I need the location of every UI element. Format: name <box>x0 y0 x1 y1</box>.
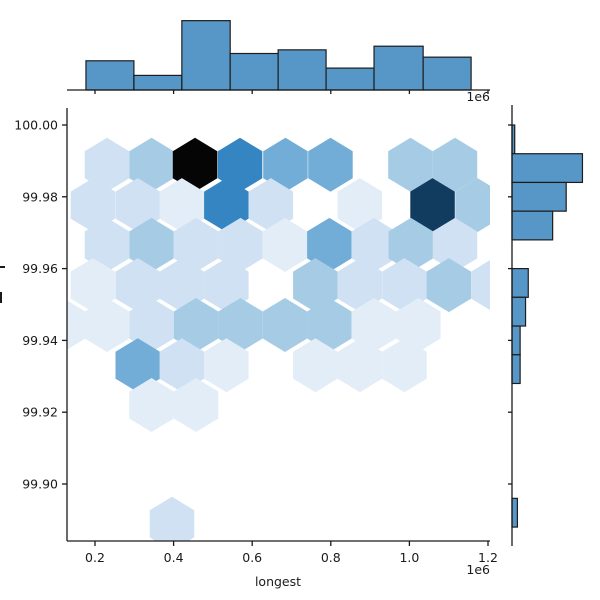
top-hist-bar <box>181 20 231 91</box>
hexbin-cell <box>307 217 352 272</box>
hexbin-cell <box>410 178 455 233</box>
x-tick-label: 0.6 <box>242 550 262 565</box>
top-hist-bar <box>325 67 375 91</box>
hexbin-cell <box>173 378 219 432</box>
top-hist-bar <box>422 56 472 91</box>
right-hist-bar <box>511 268 529 298</box>
hexbin-cell <box>115 178 160 233</box>
hexbin-cell <box>204 178 249 233</box>
hexbin-cell <box>115 338 160 393</box>
x-axis-label: longest <box>255 574 301 589</box>
hexbin-layer <box>67 137 490 541</box>
hexbin-cell <box>307 298 352 352</box>
right-hist-bar <box>511 296 527 327</box>
x-tick-label: 0.8 <box>321 550 341 565</box>
x-tick-label: 0.4 <box>164 550 184 565</box>
hexbin-cell <box>67 300 86 350</box>
y-tick-label: 99.90 <box>22 477 58 492</box>
top-marginal-offset-label: 1e6 <box>466 89 490 104</box>
hexbin-cell <box>471 260 490 311</box>
top-marginal-histogram <box>67 20 490 94</box>
hexbin-cell <box>382 258 427 313</box>
hexbin-cell <box>388 137 433 192</box>
hexbin-cell <box>70 258 116 313</box>
x-axis-offset-label: 1e6 <box>466 562 490 577</box>
hexbin-cell <box>129 217 174 272</box>
hexbin-cell <box>262 217 308 272</box>
hexbin-cell <box>293 338 338 393</box>
x-tick-label: 1.2 <box>478 550 498 565</box>
hexbin-cell <box>455 178 490 233</box>
hexbin-cell <box>432 137 478 192</box>
right-hist-bar <box>511 354 521 385</box>
y-tick-label: 99.94 <box>22 333 58 348</box>
hexbin-cell <box>159 178 205 233</box>
y-tick-label: 100.00 <box>14 118 58 133</box>
top-hist-bar <box>85 60 135 91</box>
top-hist-bar <box>133 74 183 91</box>
right-hist-bar <box>511 181 567 212</box>
hexbin-cell <box>173 298 219 352</box>
hexbin-cell <box>351 217 397 272</box>
hexbin-cell <box>129 298 174 352</box>
hexbin-cell <box>115 258 160 313</box>
hexbin-cell <box>262 298 308 352</box>
hexbin-cell <box>382 338 427 393</box>
x-tick-label: 0.2 <box>85 550 105 565</box>
top-hist-bar <box>229 52 279 91</box>
y-tick-label: 99.96 <box>22 261 58 276</box>
right-hist-bar <box>511 210 554 241</box>
right-marginal-histogram <box>508 105 584 546</box>
hexbin-cell <box>217 137 263 192</box>
hexbin-cell <box>426 258 472 313</box>
y-tick-label: 99.92 <box>22 405 58 420</box>
hexbin-cell <box>388 217 434 272</box>
right-hist-bar <box>511 497 519 528</box>
hexbin-cell <box>308 137 353 192</box>
hexbin-cell <box>337 258 383 313</box>
hexbin-cell <box>129 378 174 432</box>
hexbin-cell <box>337 338 383 393</box>
hexbin-cell <box>248 178 294 233</box>
x-tick-label: 1.0 <box>399 550 419 565</box>
axes-layer: 0.2 0.4 0.6 0.8 1.0 1.2 100.00 99.98 99.96 99.94 9… <box>14 108 498 565</box>
hexbin-cell <box>70 178 116 233</box>
hexbin-cell <box>337 178 383 233</box>
y-axis-label-clipped-fragment <box>0 266 5 303</box>
hexbin-cell <box>149 496 195 541</box>
hexbin-cell <box>129 137 174 192</box>
hexbin-cell <box>159 258 205 313</box>
hexbin-cell <box>159 338 205 393</box>
hexbin-cell <box>84 217 130 272</box>
y-tick-label: 99.98 <box>22 189 58 204</box>
top-hist-bar <box>373 45 424 91</box>
hexbin-cell <box>351 298 397 352</box>
right-hist-bar <box>511 153 584 184</box>
hexbin-cell <box>432 217 478 272</box>
hexbin-cell <box>172 137 218 192</box>
hexbin-cell <box>204 338 249 393</box>
right-hist-bar <box>511 325 521 356</box>
hexbin-cell <box>218 298 263 352</box>
hexbin-cell <box>84 298 130 352</box>
hexbin-cell <box>218 217 263 272</box>
hexbin-cell <box>204 258 249 313</box>
hexbin-cell <box>173 217 219 272</box>
top-hist-bar <box>277 49 327 91</box>
hexbin-cell <box>293 258 338 313</box>
hexbin-cell <box>396 298 441 352</box>
hexbin-cell <box>263 137 308 192</box>
hexbin-cell <box>84 137 130 192</box>
